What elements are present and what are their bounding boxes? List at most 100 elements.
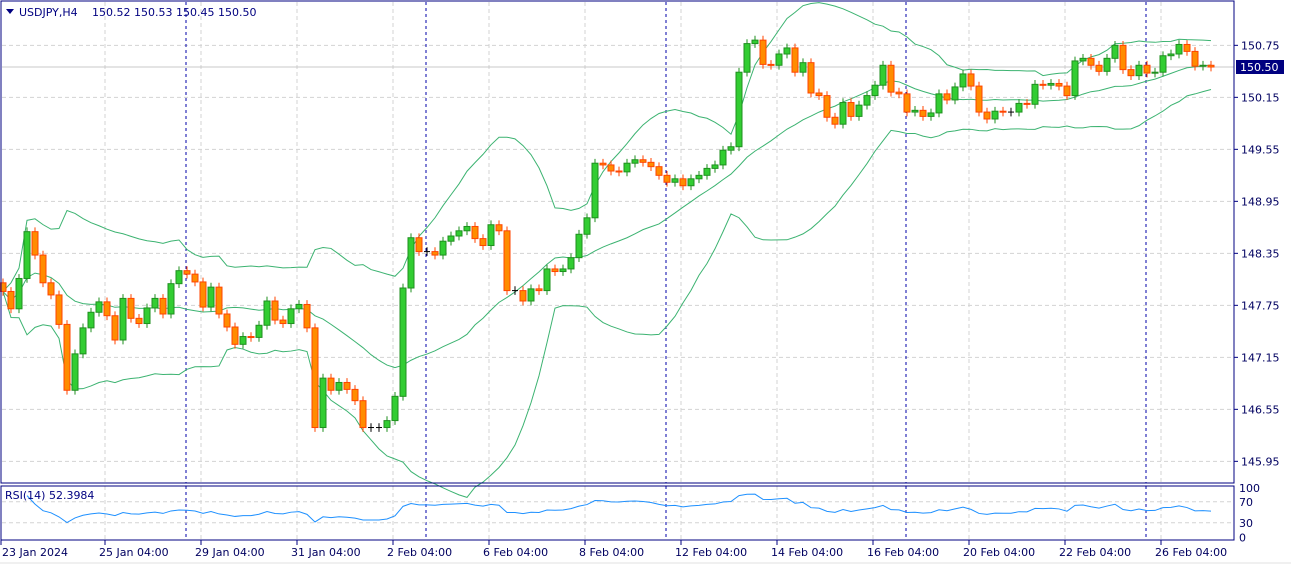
candle-body [447,235,455,242]
candle [991,106,999,124]
candle-body [1127,69,1135,77]
candle-body [247,336,255,339]
candle [583,213,591,239]
candle [1047,79,1055,90]
candle-body [863,95,871,106]
candle [711,160,719,173]
rsi-pane-frame [0,485,1235,541]
candle-body [943,93,951,101]
y-tick-label: 150.15 [1241,91,1280,104]
candle [167,279,175,319]
candle [343,378,351,394]
candle [527,284,535,306]
candle-body [79,327,87,355]
candle [207,282,215,312]
dropdown-triangle-icon[interactable] [6,9,14,14]
candle [159,294,167,319]
candle-body [279,319,287,325]
x-tick-label: 14 Feb 04:00 [771,546,843,559]
candle [663,171,671,187]
candle-body [975,85,983,113]
candle-body [1159,55,1167,73]
candle-body [879,64,887,86]
candle [927,108,935,121]
candle-body [639,159,647,163]
candle-body [519,290,527,302]
candle [487,220,495,250]
candle-body [223,313,231,328]
candle-body [239,336,247,345]
candle-body [127,297,135,319]
candle-body [527,288,535,302]
candle [231,322,239,349]
candle-body [1151,71,1159,74]
current-price-label: 150.50 [1240,61,1279,74]
candle [935,89,943,118]
x-tick-label: 8 Feb 04:00 [579,546,644,559]
candle [455,226,463,241]
rsi-pane [2,493,1234,524]
candle-body [63,323,71,391]
candle [1095,60,1103,76]
candle-body [831,116,839,125]
candle [247,332,255,342]
candle [879,60,887,90]
candle [1167,49,1175,61]
current-price-tag: 150.50 [1236,60,1284,74]
candle [383,416,391,432]
candle [871,80,879,100]
candle [503,226,511,295]
rsi-level-label: 0 [1239,532,1246,545]
candle [1159,51,1167,77]
candle-body [735,71,743,148]
candle [567,253,575,274]
candle [647,158,655,171]
candle-body [327,377,335,391]
candle [847,98,855,121]
candle [303,300,311,333]
candle [759,35,767,69]
candle-body [1079,57,1087,62]
candle [327,373,335,395]
candle [351,385,359,405]
candle [39,250,47,288]
ohlc-readout: 150.52 150.53 150.45 150.50 [92,6,256,19]
candle [767,60,775,70]
candle [263,296,271,330]
candle [127,294,135,323]
candle [376,423,382,432]
bollinger-upper-band [2,2,1212,292]
candle [399,283,407,401]
candle-body [663,174,671,183]
candle-body [935,93,943,114]
candle [543,264,551,295]
candle [15,274,23,314]
candle [175,266,183,288]
candle [799,58,807,77]
y-tick-label: 147.75 [1241,299,1280,312]
candle-body [903,93,911,113]
candle-body [135,317,143,325]
candle [463,222,471,236]
candle-body [647,161,655,168]
candle-body [631,159,639,164]
candle [1135,60,1143,80]
candle [479,234,487,250]
candle [55,290,63,329]
candle [823,91,831,122]
candle [671,174,679,187]
candle-body [199,281,207,308]
candle-body [967,73,975,87]
candle-body [711,164,719,169]
candle-body [871,84,879,97]
grid [2,2,1234,540]
candle [1151,67,1159,78]
candle [223,309,231,332]
y-tick-label: 146.55 [1241,403,1280,416]
candle-body [719,149,727,166]
candle [1039,80,1047,90]
candle-body [495,224,503,232]
bollinger-lower-band [2,88,1212,498]
period-separators [185,2,1147,540]
